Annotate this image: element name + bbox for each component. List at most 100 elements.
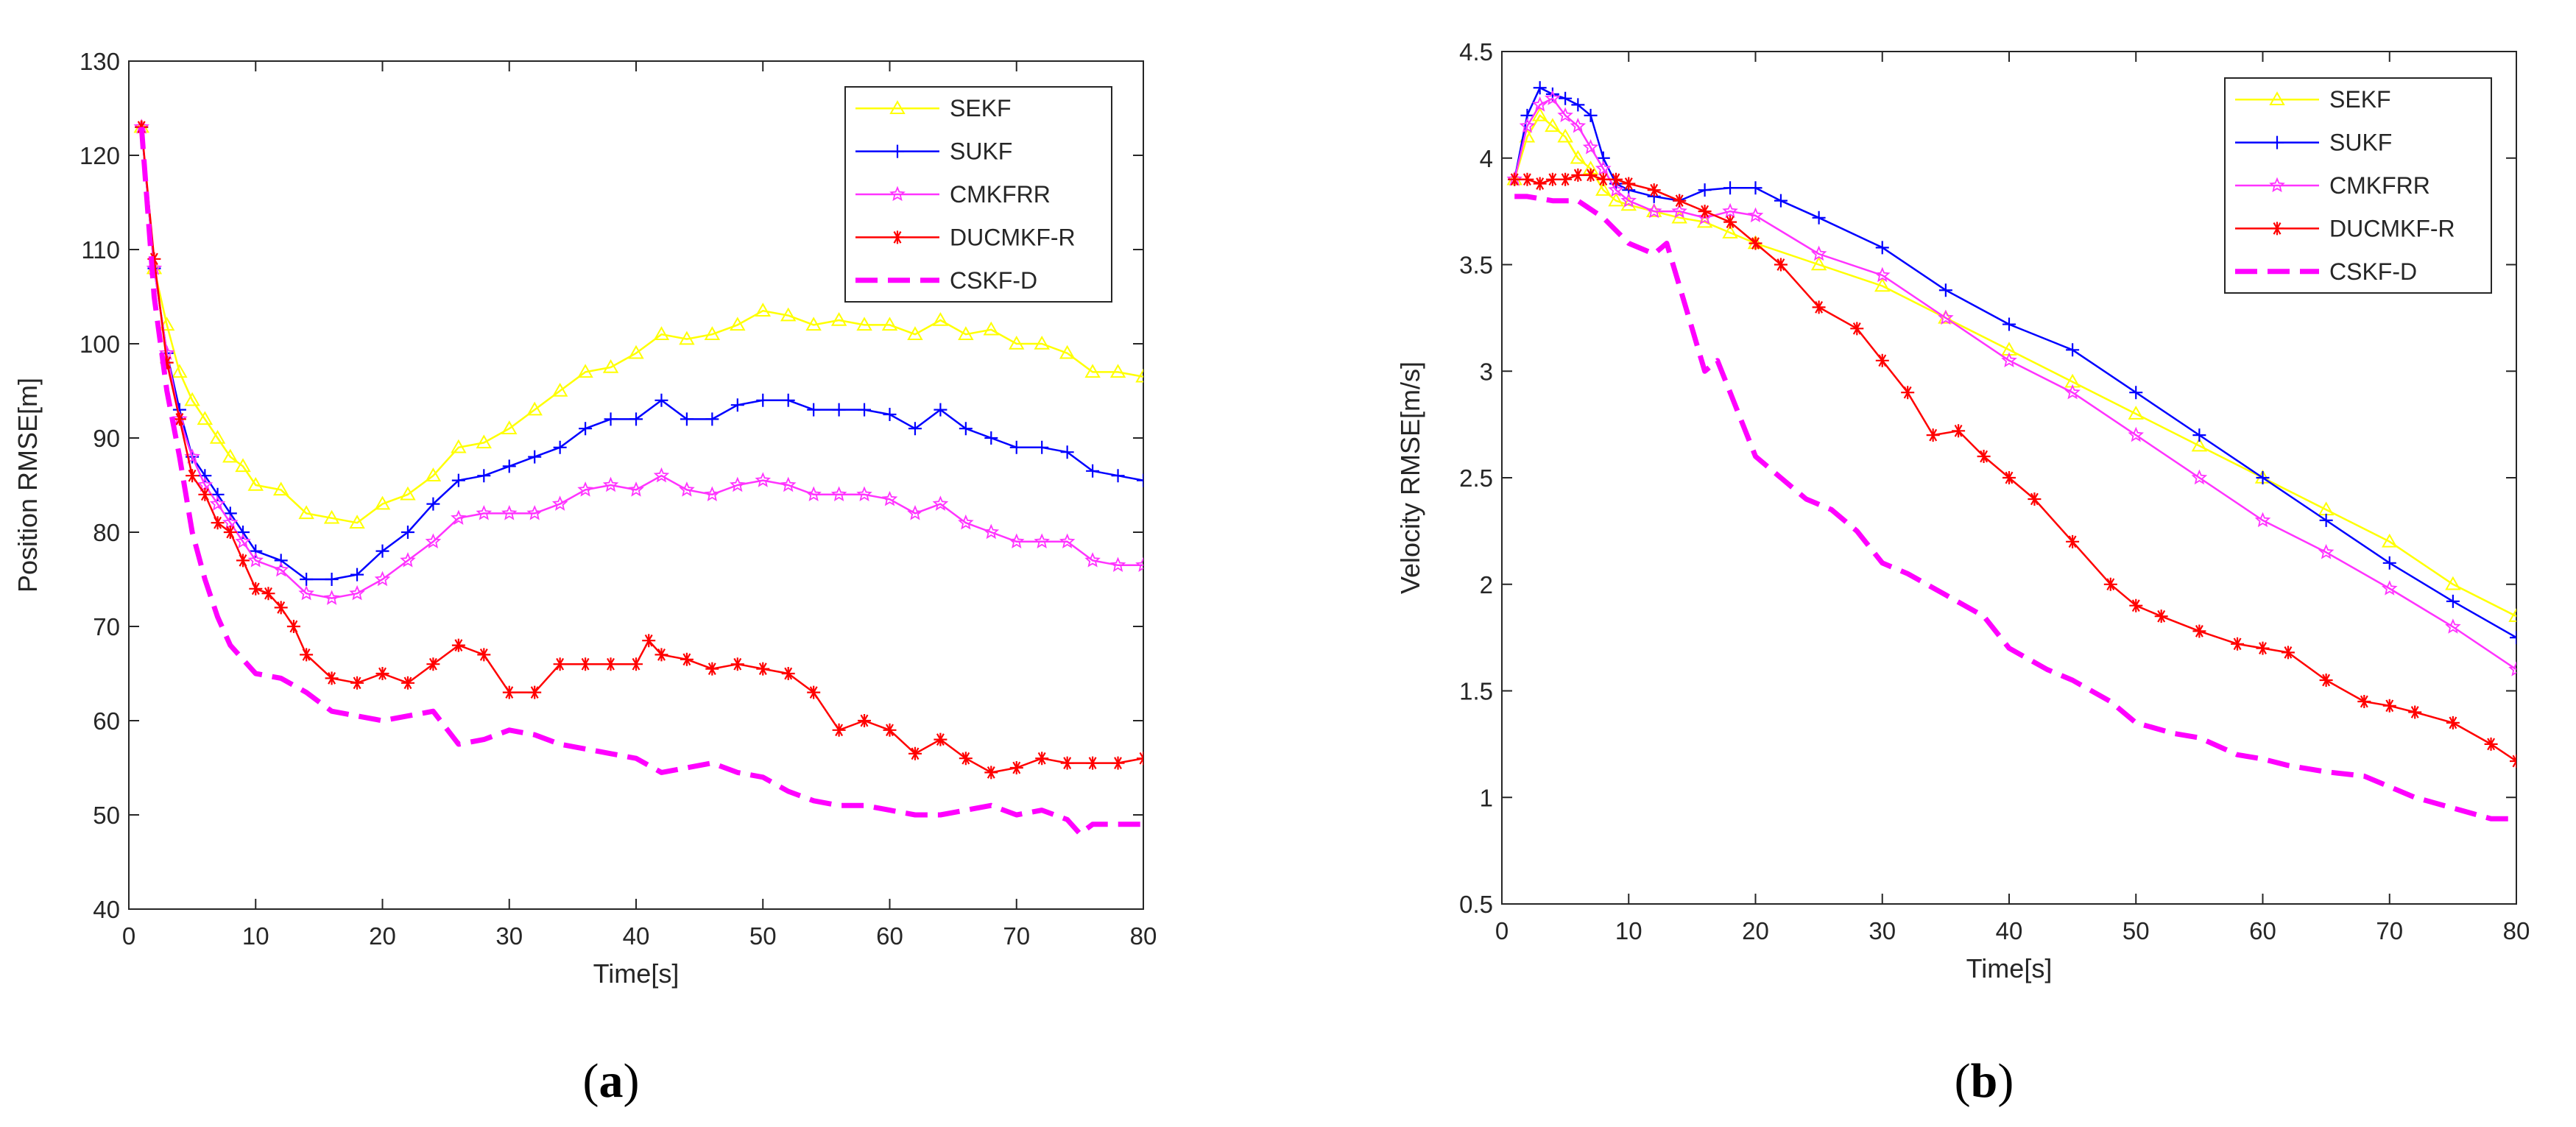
panel-b-xtick-label: 0 — [1495, 917, 1508, 944]
panel-b-series-sekf — [1506, 107, 2516, 622]
panel-a-sekf-point-02 — [158, 317, 175, 331]
panel-a-xtick-label: 70 — [1003, 922, 1030, 950]
panel-a-ducmkf-r-point-33 — [781, 667, 795, 680]
panel-a-sukf-point-16 — [426, 497, 440, 511]
panel-b-cmkfrr-point-22 — [2254, 512, 2271, 528]
panel-a-sukf-point-42 — [1086, 464, 1100, 478]
panel-a-ytick-label: 70 — [93, 613, 120, 640]
panel-b-ducmkf-r-point-03 — [1545, 172, 1559, 186]
panel-a-ytick-label: 80 — [93, 519, 120, 546]
panel-a-sekf-point-19 — [501, 420, 518, 434]
panel-a-series-cmkfrr — [133, 119, 1143, 605]
panel-b-sekf-point-03 — [1545, 118, 1561, 133]
panel-b-sekf-point-16 — [1874, 278, 1891, 292]
panel-b-ducmkf-r-point-20 — [1926, 428, 1940, 442]
panel-b-ducmkf-r-point-31 — [2256, 641, 2270, 655]
panel-b-xtick-label: 10 — [1615, 917, 1642, 944]
panel-b-sukf-line — [1513, 86, 2516, 639]
panel-a-cmkfrr-point-36 — [932, 495, 949, 511]
panel-a-sukf-point-41 — [1060, 445, 1074, 459]
panel-b-ducmkf-r-point-32 — [2281, 646, 2295, 660]
panel-a-sekf-point-05 — [197, 411, 214, 425]
panel-b-legend-marker-cmkfrr — [2269, 177, 2285, 193]
panel-b-xtick-label: 70 — [2376, 917, 2403, 944]
panel-a-sukf-point-13 — [350, 568, 364, 582]
panel-a-legend: SEKF SUKF CMKFRR DUCMKF-R CSKF-D — [844, 86, 1112, 303]
panel-a-y-axis-label: Position RMSE[m] — [13, 378, 43, 593]
panel-a-sukf-point-19 — [502, 459, 516, 473]
panel-a-sukf-point-11 — [300, 573, 314, 586]
panel-a-cmkfrr-point-25 — [653, 467, 670, 483]
panel-a-ducmkf-r-point-12 — [286, 620, 300, 633]
panel-b-velocity-rmse: 0 10 20 30 40 50 60 70 80 0.5 1 1.5 2 2.5 3 3.5 4 4.5 Time… — [1395, 38, 2530, 1108]
panel-b-cmkfrr-point-14 — [1747, 207, 1764, 223]
panel-a-legend-marker-cmkfrr — [889, 186, 906, 202]
panel-b-cmkfrr-point-13 — [1722, 202, 1738, 219]
panel-b-sukf-point-14 — [1748, 181, 1762, 195]
panel-a-sukf-point-31 — [807, 403, 821, 417]
panel-b-sukf-point-21 — [2129, 386, 2143, 400]
panel-b-sukf-point-15 — [1774, 194, 1788, 208]
panel-a-sekf-point-35 — [907, 326, 923, 340]
panel-a-sekf-point-42 — [1084, 364, 1101, 378]
panel-b-ducmkf-r-point-25 — [2066, 534, 2080, 548]
panel-a-ducmkf-r-point-22 — [528, 685, 542, 699]
panel-b-ducmkf-r-point-30 — [2231, 637, 2245, 651]
panel-a-legend-label-cmkfrr: CMKFRR — [950, 181, 1051, 208]
panel-b-ducmkf-r-point-36 — [2408, 705, 2422, 719]
panel-b-xtick-label: 60 — [2249, 917, 2276, 944]
panel-b-cmkfrr-point-16 — [1874, 266, 1891, 283]
panel-b-cmkfrr-point-19 — [2064, 384, 2081, 400]
panel-b-ducmkf-r-point-11 — [1673, 194, 1687, 208]
panel-b-ducmkf-r-point-16 — [1812, 300, 1826, 314]
panel-a-cmkfrr-point-31 — [805, 486, 822, 501]
panel-b-sukf-point-27 — [2510, 631, 2516, 645]
panel-a-ducmkf-r-point-13 — [300, 648, 314, 662]
panel-a-ducmkf-r-point-18 — [426, 657, 440, 671]
panel-a-sekf-point-28 — [730, 317, 746, 331]
panel-a-ducmkf-r-point-32 — [756, 662, 770, 676]
panel-b-ducmkf-r-point-22 — [1977, 450, 1991, 464]
panel-a-ducmkf-r-point-16 — [375, 667, 389, 680]
panel-a-sukf-point-24 — [629, 412, 643, 426]
panel-a-sukf-point-28 — [730, 398, 744, 412]
panel-a-sekf-point-38 — [983, 321, 1000, 336]
panel-b-sekf-line — [1514, 114, 2516, 618]
panel-b-ducmkf-r-point-29 — [2192, 624, 2206, 638]
panel-b-sukf-point-05 — [1571, 98, 1585, 112]
panel-a-ducmkf-r-point-42 — [1009, 761, 1023, 774]
panel-a-sekf-point-21 — [551, 382, 568, 397]
panel-a-legend-item-cskf-d: CSKF-D — [855, 267, 1037, 294]
panel-b-ducmkf-r-point-01 — [1520, 172, 1534, 186]
panel-a-legend-item-sukf: SUKF — [855, 138, 1012, 165]
panel-a-sukf-point-32 — [832, 403, 846, 417]
panel-b-ytick-label: 2 — [1480, 571, 1493, 598]
panel-b-ytick-label: 1 — [1480, 784, 1493, 811]
panel-a-ytick-label: 50 — [93, 802, 120, 829]
panel-b-ducmkf-r-point-13 — [1723, 215, 1737, 229]
panel-b-legend-label-sekf: SEKF — [2329, 86, 2391, 113]
panel-b-x-axis-label: Time[s] — [1966, 953, 2053, 983]
panel-a-ducmkf-r-point-04 — [186, 469, 200, 483]
panel-a-sukf-point-27 — [705, 412, 719, 426]
panel-a-ytick-label: 100 — [80, 331, 120, 358]
panel-a-ducmkf-r-point-24 — [579, 657, 593, 671]
panel-a-sukf-point-43 — [1111, 469, 1125, 483]
panel-a-xtick-label: 10 — [242, 922, 269, 950]
panel-b-sekf-point-26 — [2508, 608, 2516, 622]
panel-a-ducmkf-r-point-40 — [959, 752, 973, 766]
panel-b-cmkfrr-point-01 — [1519, 117, 1536, 133]
panel-b-ducmkf-r-point-14 — [1748, 236, 1762, 250]
panel-b-sukf-point-04 — [1559, 91, 1573, 105]
panel-a-ducmkf-r-point-38 — [908, 746, 922, 760]
panel-b-ducmkf-r-point-23 — [2002, 471, 2016, 484]
panel-a-cmkfrr-point-23 — [602, 476, 619, 492]
panel-a-sekf-line — [140, 127, 1143, 524]
panel-a-legend-label-cskf-d: CSKF-D — [950, 267, 1037, 294]
panel-b-ytick-label: 0.5 — [1459, 891, 1493, 918]
panel-a-ducmkf-r-point-36 — [858, 714, 871, 727]
panel-a-sekf-point-44 — [1135, 368, 1143, 383]
panel-a-sekf-point-37 — [958, 326, 974, 340]
panel-a-ducmkf-r-point-15 — [350, 676, 364, 690]
panel-b-ytick-label: 4 — [1480, 145, 1493, 172]
